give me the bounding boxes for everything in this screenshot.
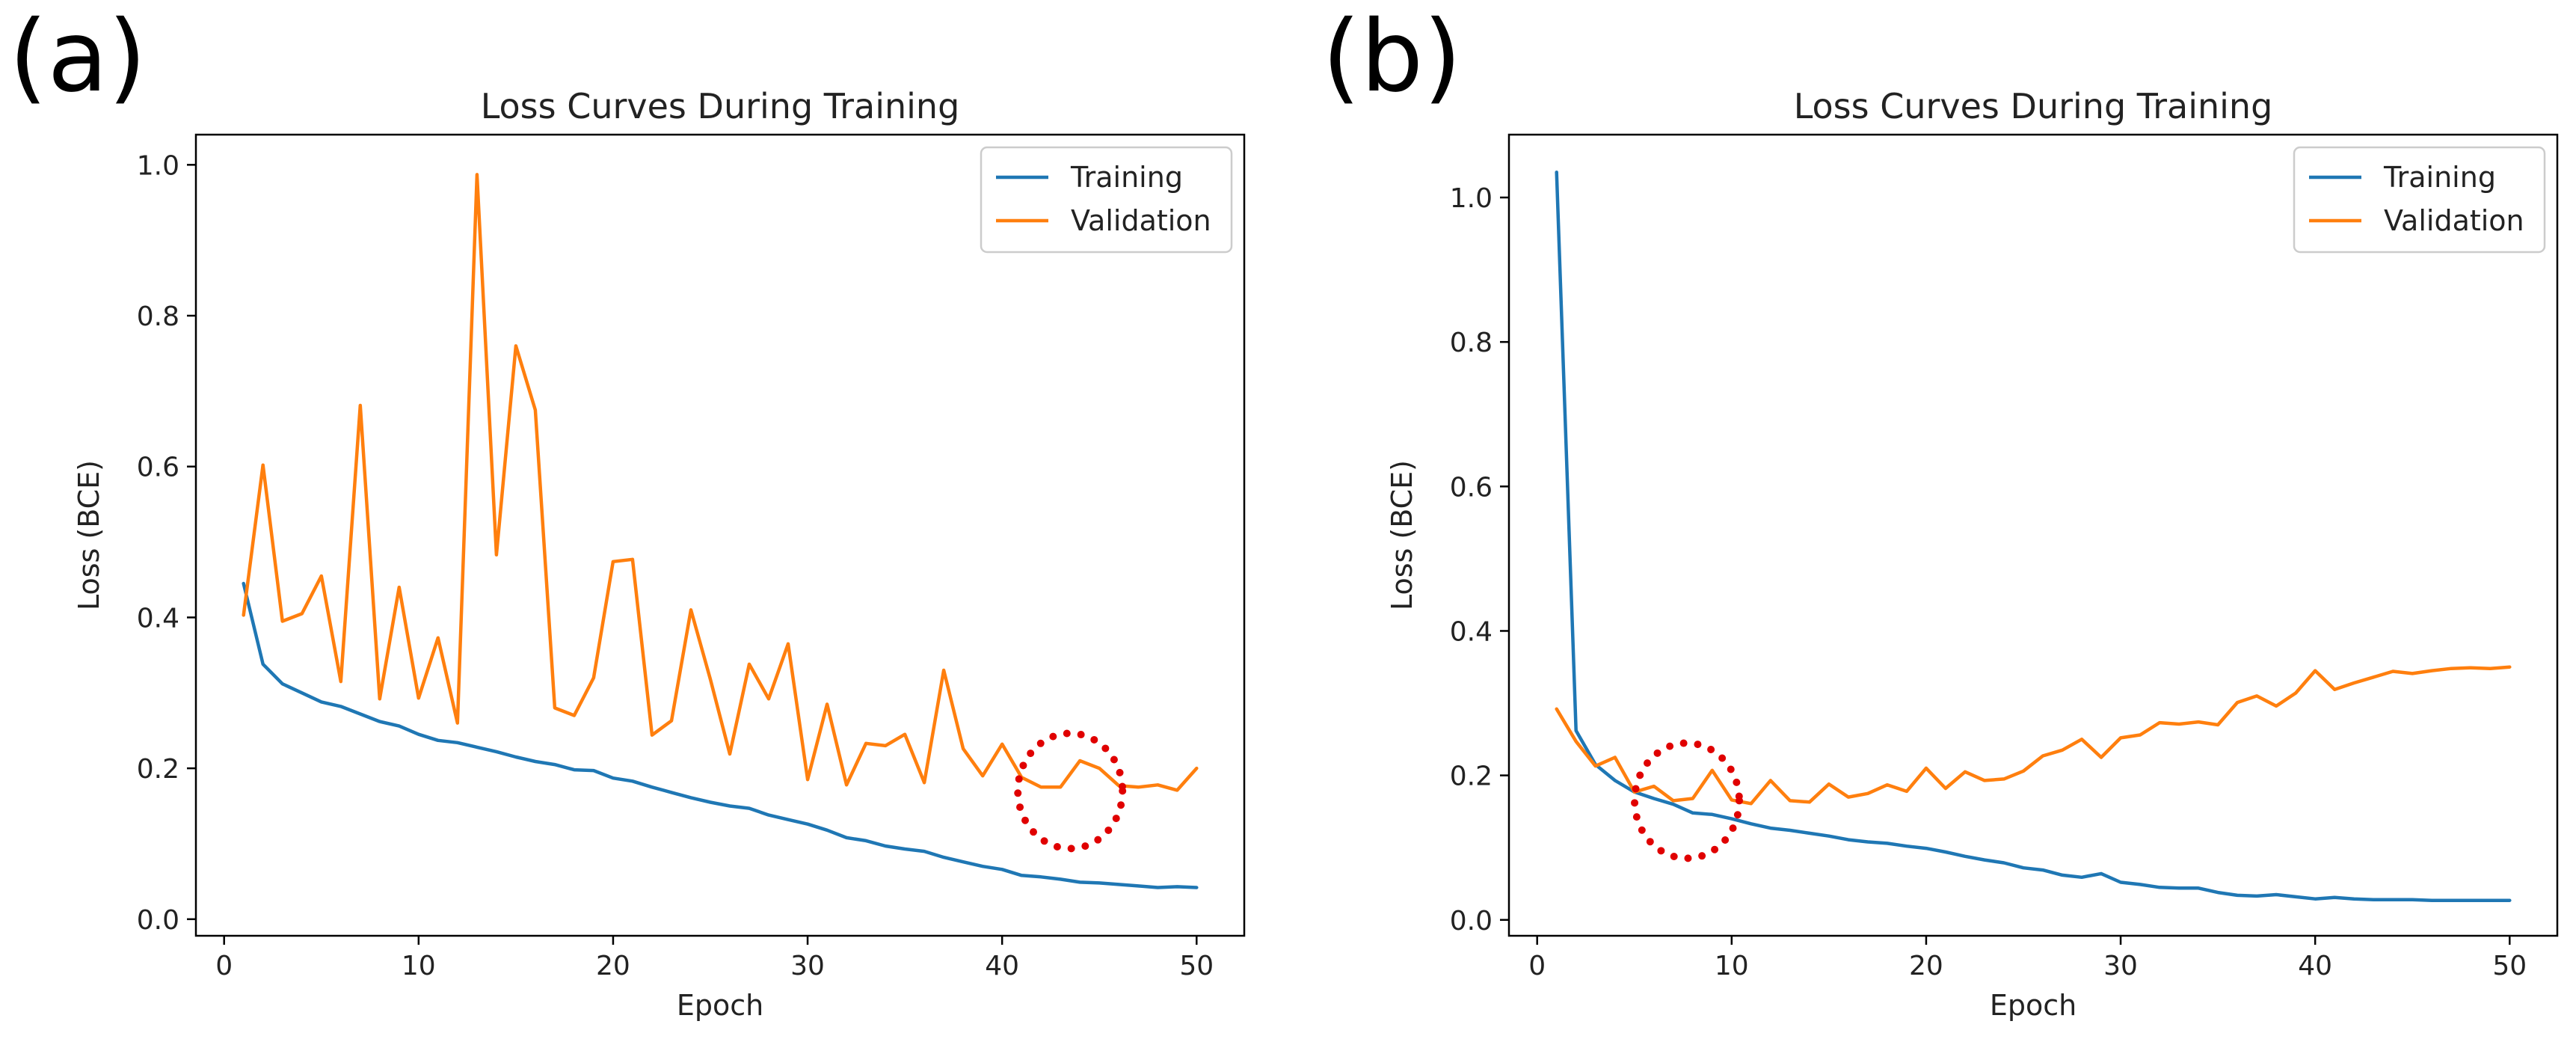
panel-0-y-tick-label-0: 0.0 <box>137 905 179 936</box>
panel-1-x-tick-label-20: 20 <box>1909 951 1943 981</box>
panel-0-x-tick-label-20: 20 <box>596 951 630 981</box>
panel-0-x-tick-label-50: 50 <box>1179 951 1214 981</box>
panel-1-legend: Training Validation <box>2293 146 2546 254</box>
panel-0-y-axis-label: Loss (BCE) <box>73 460 105 610</box>
panel-label-b: (b) <box>1322 0 1462 114</box>
panel-0-legend-box <box>980 146 1233 254</box>
panel-1-y-tick-label-4: 0.8 <box>1450 328 1493 358</box>
panel-0-legend-label-validation: Validation <box>1071 204 1211 237</box>
panel-1-x-tick-label-50: 50 <box>2492 951 2527 981</box>
panel-0-y-tick-label-4: 0.8 <box>137 301 179 332</box>
panel-0-series-training-line <box>242 581 1199 889</box>
panel-1-legend-box <box>2293 146 2546 254</box>
panel-1-y-tick-label-5: 1.0 <box>1450 183 1493 214</box>
panel-0-axes-frame <box>194 133 1246 937</box>
panel-1-title: Loss Curves During Training <box>1794 86 2273 126</box>
panel-0-x-tick-label-10: 10 <box>402 951 436 981</box>
panel-0-chart: Loss Curves During Training 0 10 20 30 40 50 0.… <box>73 86 1246 1022</box>
panel-1-x-tick-label-30: 30 <box>2103 951 2138 981</box>
panel-0-legend: Training Validation <box>980 146 1233 254</box>
panel-1-legend-label-training: Training <box>2383 161 2496 194</box>
panel-0-x-tick-label-0: 0 <box>215 951 233 981</box>
panel-1-y-tick-label-0: 0.0 <box>1450 906 1493 937</box>
panel-1-series-training-line <box>1555 170 2512 902</box>
panel-1-legend-label-validation: Validation <box>2384 204 2524 237</box>
panel-1-x-tick-label-10: 10 <box>1715 951 1749 981</box>
panel-1-annotation-circle <box>1631 739 1744 862</box>
panel-1-x-tick-label-40: 40 <box>2298 951 2332 981</box>
panel-0-x-tick-label-40: 40 <box>985 951 1019 981</box>
panel-1-x-axis-label: Epoch <box>1990 989 2077 1022</box>
panel-0-x-tick-label-30: 30 <box>790 951 825 981</box>
panel-1-chart: Loss Curves During Training 0 10 20 30 40 50 0.… <box>1386 86 2559 1022</box>
panel-1-series-validation-line <box>1555 665 2512 806</box>
panel-label-a: (a) <box>9 0 147 114</box>
panel-0-x-axis-label: Epoch <box>677 989 763 1022</box>
panel-1-y-tick-label-1: 0.2 <box>1450 761 1493 792</box>
panel-0-y-tick-label-1: 0.2 <box>137 754 179 785</box>
panel-0-title: Loss Curves During Training <box>481 86 960 126</box>
panel-1-x-tick-label-0: 0 <box>1528 951 1546 981</box>
panel-1-axes-frame <box>1507 133 2559 937</box>
panel-0-y-tick-label-5: 1.0 <box>137 150 179 181</box>
panel-1-y-tick-label-2: 0.4 <box>1450 616 1493 647</box>
panel-0-y-tick-label-3: 0.6 <box>137 453 179 483</box>
panel-0-legend-label-training: Training <box>1070 161 1183 194</box>
panel-0-annotation-circle <box>1014 729 1127 853</box>
panel-1-y-tick-label-3: 0.6 <box>1450 472 1493 503</box>
panel-0-y-tick-label-2: 0.4 <box>137 603 179 634</box>
panel-0-series-validation-line <box>242 173 1199 792</box>
panel-1-y-axis-label: Loss (BCE) <box>1386 460 1418 610</box>
